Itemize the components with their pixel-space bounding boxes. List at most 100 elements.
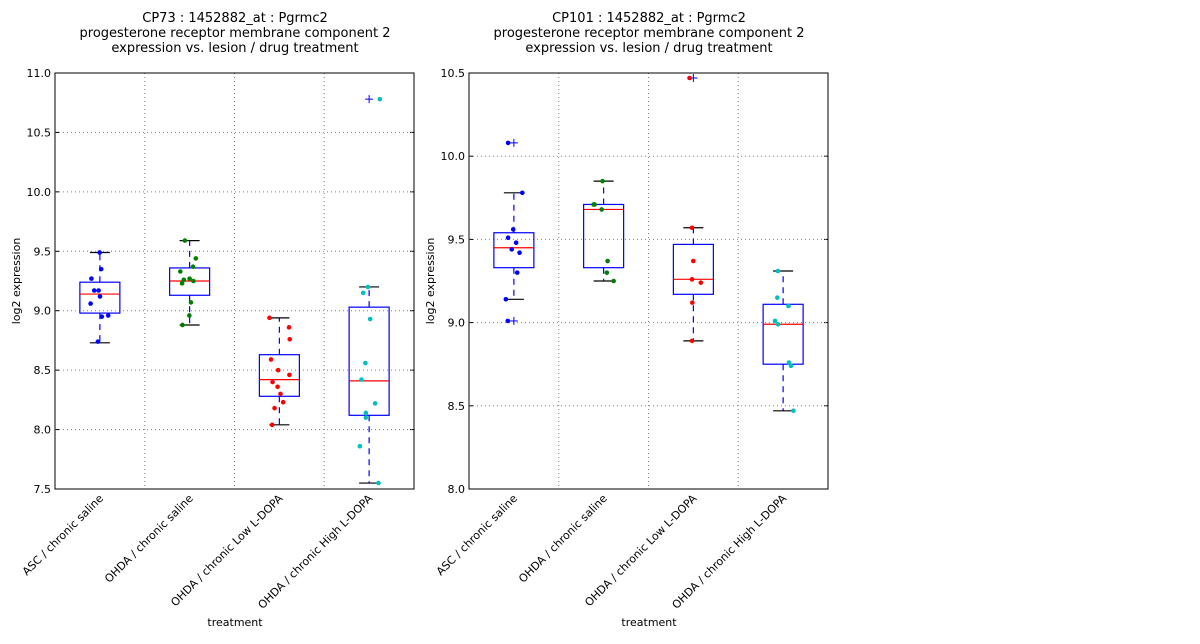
box-group	[348, 95, 390, 486]
box-group	[169, 238, 211, 328]
iqr-box	[762, 303, 804, 365]
data-point	[775, 321, 781, 327]
chart-title-line-2: progesterone receptor membrane component…	[80, 26, 391, 41]
data-point	[591, 202, 596, 207]
data-point	[187, 313, 192, 318]
box-group	[79, 250, 121, 344]
plot-frame	[54, 72, 415, 490]
data-point	[180, 322, 185, 328]
boxes	[79, 95, 390, 486]
data-point	[91, 288, 97, 293]
data-point	[786, 360, 792, 365]
data-point	[689, 338, 695, 344]
data-point	[190, 264, 196, 270]
box-group	[258, 315, 300, 428]
data-point	[791, 408, 796, 414]
data-point	[287, 372, 292, 378]
chart-title-line-1: CP73 : 1452882_at : Pgrmc2	[142, 11, 328, 26]
data-point	[505, 140, 511, 146]
iqr-box	[493, 232, 535, 269]
iqr-box	[672, 243, 714, 295]
plot-cp73: CP73 : 1452882_at : Pgrmc2 progesterone …	[10, 11, 415, 629]
plot-frame	[468, 72, 829, 490]
plot-cp101: CP101 : 1452882_at : Pgrmc2 progesterone…	[424, 11, 829, 629]
y-tick-label: 10.0	[27, 186, 52, 199]
data-point	[513, 240, 519, 246]
chart-title-line-1: CP101 : 1452882_at : Pgrmc2	[552, 11, 746, 26]
data-point	[772, 318, 778, 324]
data-point	[363, 415, 369, 420]
y-tick-label: 9.0	[34, 305, 52, 318]
data-point	[268, 357, 274, 362]
data-point	[359, 377, 364, 382]
x-axis-label: treatment	[621, 616, 677, 629]
data-point	[605, 258, 610, 264]
data-point	[503, 297, 509, 302]
data-point	[287, 336, 293, 342]
data-point	[89, 276, 94, 281]
data-point	[269, 422, 275, 428]
chart-title-line-2: progesterone receptor membrane component…	[494, 26, 805, 41]
grid	[469, 73, 828, 489]
data-point	[377, 96, 383, 102]
y-tick-label: 8.5	[448, 400, 466, 413]
box-group	[672, 73, 714, 344]
data-point	[286, 325, 292, 330]
x-tick-label: OHDA / chronic saline	[516, 492, 610, 586]
chart-title-line-3: expression vs. lesion / drug treatment	[111, 41, 358, 56]
data-point	[181, 277, 187, 283]
y-tick-label: 11.0	[27, 67, 52, 80]
iqr-box	[583, 203, 625, 269]
data-point	[505, 235, 511, 241]
data-point	[600, 178, 605, 184]
y-tick-label: 8.0	[34, 424, 52, 437]
y-tick-label: 9.0	[448, 317, 466, 330]
y-tick-label: 8.0	[448, 483, 466, 496]
data-point	[517, 250, 522, 256]
data-point	[775, 268, 781, 274]
data-point	[270, 379, 275, 385]
box-group	[583, 178, 625, 284]
x-tick-label: OHDA / chronic saline	[102, 492, 196, 586]
y-ticks: 8.0 8.5 9.0 9.5 10.0 10.5	[441, 67, 828, 496]
data-point	[179, 281, 185, 286]
data-point	[275, 367, 281, 373]
data-point	[278, 391, 283, 397]
data-point	[599, 207, 604, 212]
y-ticks: 7.5 8.0 8.5 9.0 9.5 10.0 10.5 11.0	[27, 67, 414, 496]
data-point	[357, 443, 363, 449]
data-point	[96, 288, 101, 293]
data-point	[267, 315, 272, 321]
data-point	[372, 401, 378, 406]
data-point	[99, 314, 105, 319]
data-point	[88, 301, 93, 306]
data-point	[788, 363, 794, 369]
x-tick-label: ASC / chronic saline	[434, 492, 520, 578]
data-point	[689, 225, 695, 231]
data-point	[97, 250, 102, 255]
data-point	[363, 410, 369, 416]
y-tick-label: 10.5	[27, 126, 52, 139]
y-tick-label: 7.5	[34, 483, 52, 496]
data-point	[520, 190, 525, 196]
y-axis-label: log2 expression	[10, 238, 23, 325]
data-point	[611, 278, 616, 284]
data-point	[604, 270, 610, 275]
data-point	[510, 227, 516, 232]
data-point	[363, 360, 368, 366]
data-point	[690, 258, 696, 264]
chart-title-line-3: expression vs. lesion / drug treatment	[525, 41, 772, 56]
data-point	[689, 300, 695, 305]
data-point	[95, 339, 101, 344]
data-point	[193, 256, 199, 261]
data-point	[505, 318, 511, 324]
x-axis-label: treatment	[207, 616, 263, 629]
data-point	[272, 405, 277, 411]
iqr-box	[348, 306, 390, 416]
y-tick-label: 8.5	[34, 364, 52, 377]
x-tick-label: ASC / chronic saline	[20, 492, 106, 578]
iqr-box	[79, 281, 121, 314]
